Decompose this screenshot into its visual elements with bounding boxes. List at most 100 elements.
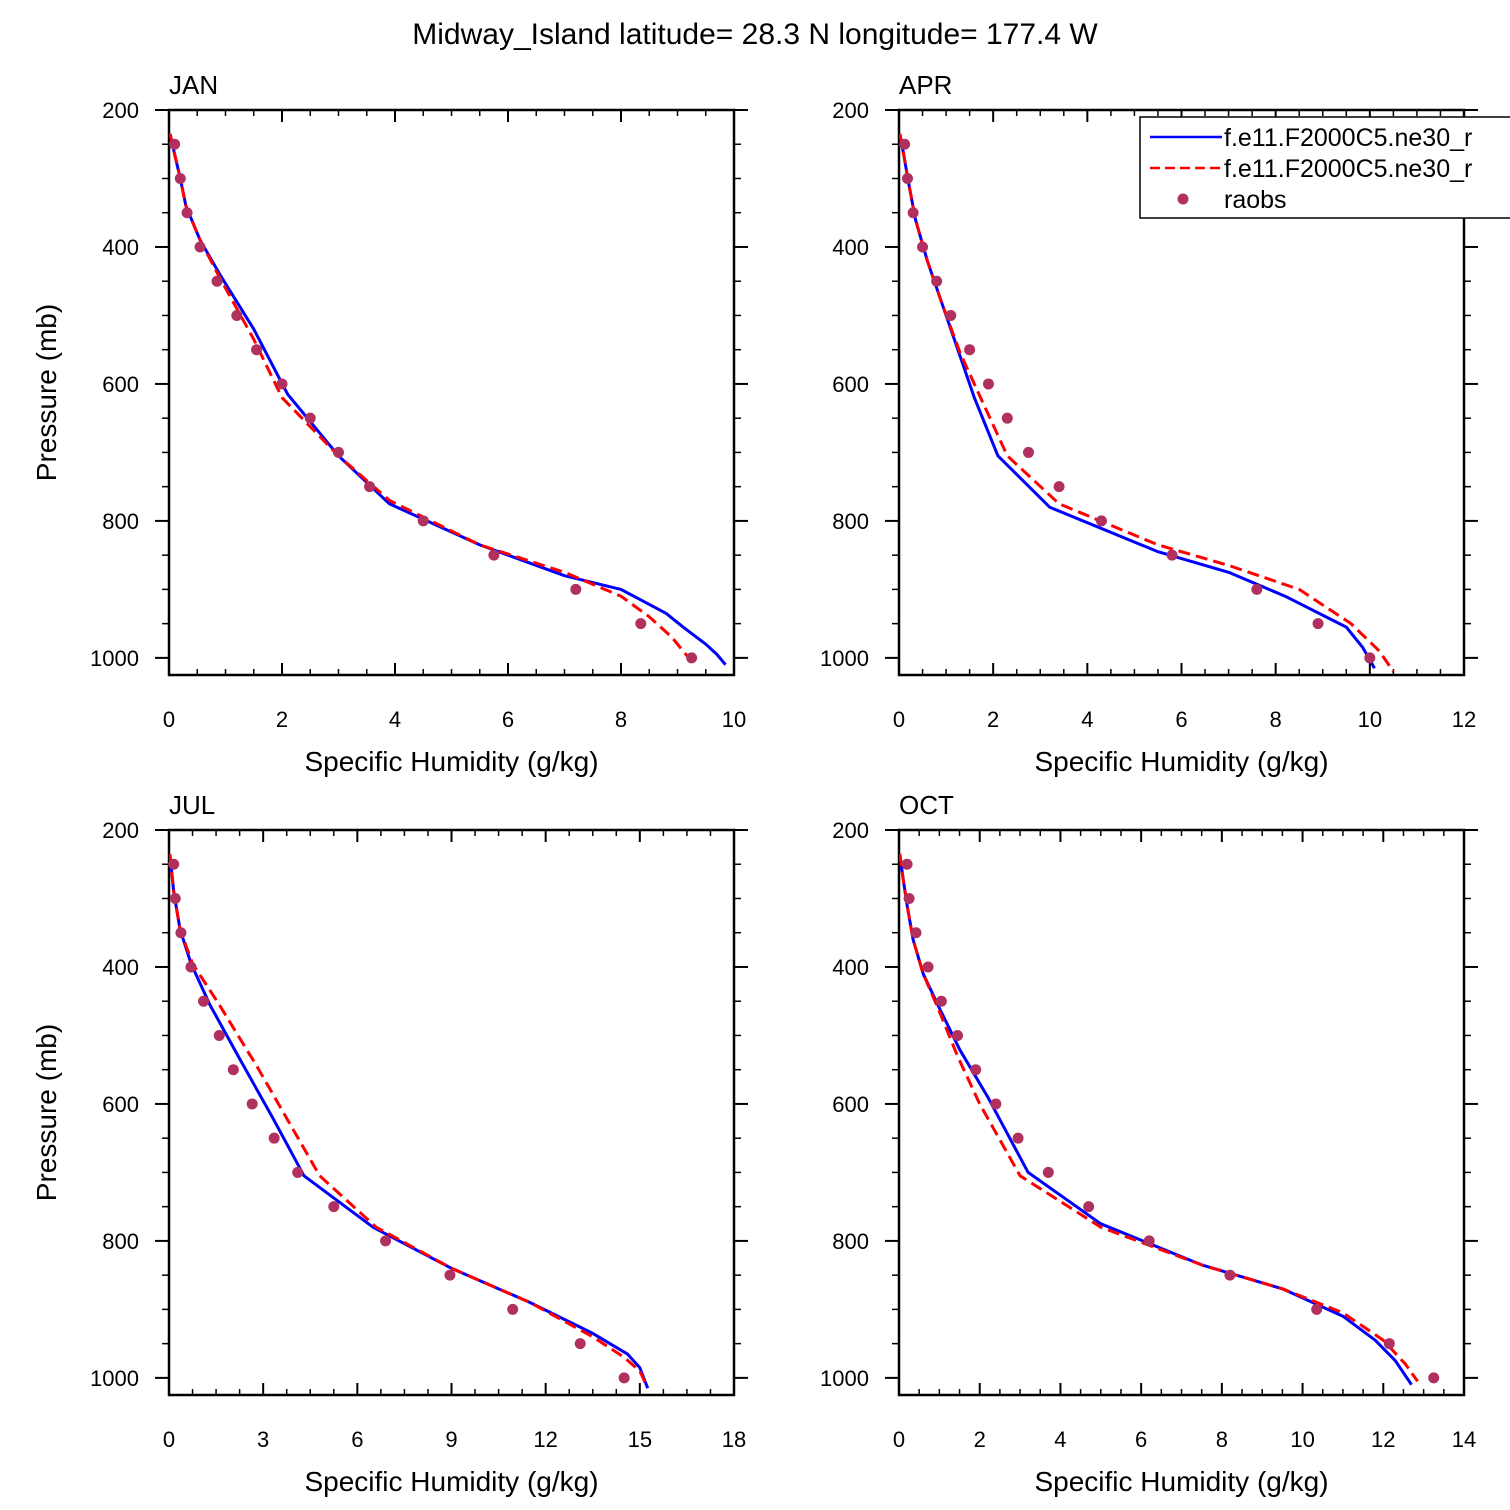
x-tick-label: 4 <box>1054 1427 1066 1452</box>
y-tick-label: 400 <box>832 955 869 980</box>
x-tick-label: 12 <box>1452 707 1476 732</box>
y-tick-label: 200 <box>102 98 139 123</box>
panel-oct: OCT 0 2 4 6 8 10 12 14 200 400 600 800 1000 Specific H… <box>820 790 1478 1497</box>
series-group <box>169 133 727 666</box>
raobs-point <box>1143 1235 1155 1247</box>
model-2-line <box>169 853 648 1386</box>
model-2-line <box>899 853 1419 1383</box>
raobs-point <box>194 241 206 253</box>
model-1-line <box>899 133 1376 669</box>
raobs-point <box>1364 652 1376 664</box>
y-tick-label: 400 <box>102 235 139 260</box>
raobs-point <box>246 1098 258 1110</box>
raobs-point <box>169 892 181 904</box>
raobs-point <box>922 961 934 973</box>
x-tick-label: 15 <box>628 1427 652 1452</box>
y-axis-label: Pressure (mb) <box>31 304 62 481</box>
panel-label: OCT <box>899 790 954 820</box>
figure-title: Midway_Island latitude= 28.3 N longitude… <box>412 18 1098 51</box>
raobs-point <box>970 1064 982 1076</box>
raobs-point <box>1224 1269 1236 1281</box>
y-tick-label: 1000 <box>90 1366 139 1391</box>
raobs-point <box>1383 1338 1395 1350</box>
raobs-point <box>903 892 915 904</box>
x-tick-label: 0 <box>163 1427 175 1452</box>
x-tick-label: 12 <box>1371 1427 1395 1452</box>
legend-item-label: f.e11.F2000C5.ne30_r <box>1224 155 1472 183</box>
raobs-point <box>945 309 957 321</box>
raobs-point <box>211 275 223 287</box>
y-tick-label: 200 <box>102 818 139 843</box>
panel-label: JUL <box>169 790 215 820</box>
y-tick-label: 400 <box>832 235 869 260</box>
raobs-point <box>174 172 186 184</box>
raobs-point <box>231 309 243 321</box>
raobs-point <box>198 995 210 1007</box>
x-tick-label: 18 <box>722 1427 746 1452</box>
y-tick-label: 600 <box>832 372 869 397</box>
x-tick-label: 9 <box>445 1427 457 1452</box>
y-tick-label: 400 <box>102 955 139 980</box>
raobs-point <box>931 275 943 287</box>
x-tick-label: 8 <box>1270 707 1282 732</box>
x-tick-label: 6 <box>1175 707 1187 732</box>
y-tick-label: 600 <box>102 1092 139 1117</box>
x-tick-label: 4 <box>1081 707 1093 732</box>
raobs-point <box>1251 583 1263 595</box>
x-tick-label: 10 <box>722 707 746 732</box>
raobs-point <box>935 995 947 1007</box>
y-tick-label: 200 <box>832 98 869 123</box>
raobs-point <box>181 207 193 219</box>
x-tick-label: 0 <box>893 707 905 732</box>
raobs-point <box>488 549 500 561</box>
raobs-point <box>268 1132 280 1144</box>
x-tick-label: 12 <box>533 1427 557 1452</box>
x-tick-label: 10 <box>1358 707 1382 732</box>
raobs-point <box>901 858 913 870</box>
x-tick-label: 0 <box>163 707 175 732</box>
raobs-point <box>507 1303 519 1315</box>
y-tick-label: 800 <box>832 1229 869 1254</box>
raobs-point <box>910 927 922 939</box>
plot-frame <box>167 828 736 1397</box>
x-axis-label: Specific Humidity (g/kg) <box>304 746 598 777</box>
raobs-point <box>907 207 919 219</box>
x-tick-label: 6 <box>1135 1427 1147 1452</box>
raobs-point <box>899 138 911 150</box>
x-tick-label: 6 <box>502 707 514 732</box>
raobs-point <box>304 412 316 424</box>
raobs-point <box>292 1166 304 1178</box>
y-axis-label: Pressure (mb) <box>31 1024 62 1201</box>
raobs-point <box>417 515 429 527</box>
x-tick-label: 2 <box>987 707 999 732</box>
raobs-point <box>990 1098 1002 1110</box>
panel-jan: JAN 0 2 4 6 8 10 200 400 600 800 1000 Specific Humid… <box>31 70 748 777</box>
raobs-point <box>1166 549 1178 561</box>
legend-raobs-marker <box>1177 193 1189 205</box>
x-tick-label: 8 <box>1216 1427 1228 1452</box>
x-tick-label: 8 <box>615 707 627 732</box>
raobs-point <box>251 344 263 356</box>
raobs-point <box>574 1338 586 1350</box>
raobs-point <box>328 1201 340 1213</box>
panel-label: JAN <box>169 70 218 100</box>
raobs-point <box>364 481 376 493</box>
model-1-line <box>899 853 1413 1386</box>
raobs-point <box>982 378 994 390</box>
legend-item-label: f.e11.F2000C5.ne30_r <box>1224 124 1472 152</box>
raobs-point <box>168 858 180 870</box>
raobs-point <box>618 1372 630 1384</box>
raobs-point <box>917 241 929 253</box>
raobs-point <box>1095 515 1107 527</box>
panel-label: APR <box>899 70 952 100</box>
y-tick-label: 800 <box>102 509 139 534</box>
x-axis-label: Specific Humidity (g/kg) <box>1034 1466 1328 1497</box>
series-group <box>899 853 1419 1386</box>
raobs-point <box>1312 618 1324 630</box>
raobs-point <box>964 344 976 356</box>
legend: f.e11.F2000C5.ne30_r f.e11.F2000C5.ne30_r… <box>1139 116 1510 219</box>
x-tick-label: 14 <box>1452 1427 1476 1452</box>
x-tick-label: 2 <box>974 1427 986 1452</box>
raobs-point <box>1083 1201 1095 1213</box>
raobs-point <box>686 652 698 664</box>
